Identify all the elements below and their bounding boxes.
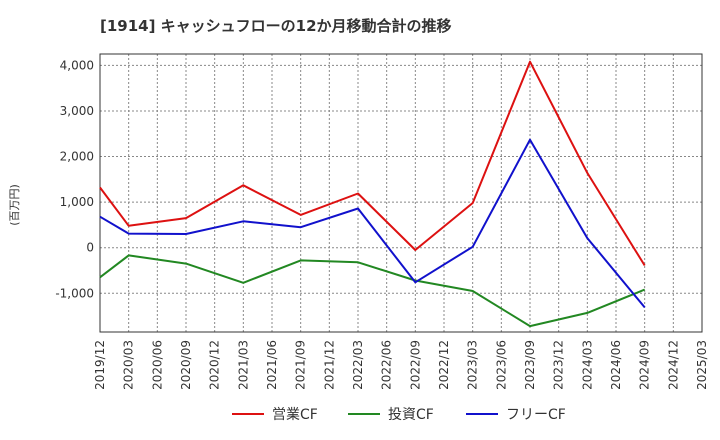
x-tick-label: 2024/03 <box>580 340 594 390</box>
x-tick-label: 2020/12 <box>208 340 222 390</box>
x-tick-label: 2020/09 <box>179 340 193 390</box>
y-axis-label: (百万円) <box>8 184 21 226</box>
x-tick-label: 2024/09 <box>638 340 652 390</box>
series-line <box>99 254 646 328</box>
x-tick-label: 2021/09 <box>294 340 308 390</box>
x-tick-label: 2021/06 <box>265 340 279 390</box>
x-tick-label: 2025/03 <box>695 340 709 390</box>
x-tick-label: 2022/09 <box>408 340 422 390</box>
x-tick-label: 2023/12 <box>552 340 566 390</box>
grid <box>99 54 703 332</box>
x-tick-label: 2023/03 <box>466 340 480 390</box>
x-tick-label: 2024/12 <box>666 340 680 390</box>
series-line <box>99 60 646 267</box>
x-tick-label: 2023/06 <box>494 340 508 390</box>
x-tick-label: 2022/06 <box>380 340 394 390</box>
y-tick-label: 1,000 <box>60 195 94 209</box>
legend: 営業CF 投資CF フリーCF <box>232 407 566 423</box>
legend-label: 投資CF <box>388 407 434 423</box>
plot-area <box>99 53 703 333</box>
x-tick-label: 2022/03 <box>351 340 365 390</box>
x-tick-label: 2024/06 <box>609 340 623 390</box>
x-axis: 2019/12 2020/03 2020/06 2020/09 2020/12 2021/… <box>93 340 709 390</box>
y-tick-label: -1,000 <box>55 286 94 300</box>
x-tick-label: 2023/09 <box>523 340 537 390</box>
chart-title: [1914] キャッシュフローの12か月移動合計の推移 <box>100 17 452 35</box>
legend-label: フリーCF <box>506 407 566 423</box>
y-tick-label: 3,000 <box>60 104 94 118</box>
series-lines <box>99 60 646 328</box>
y-axis: -1,000 0 1,000 2,000 3,000 4,000 <box>55 58 94 300</box>
y-tick-label: 4,000 <box>60 58 94 72</box>
series-line <box>99 138 646 309</box>
x-tick-label: 2020/03 <box>122 340 136 390</box>
legend-label: 営業CF <box>272 407 318 423</box>
x-tick-label: 2021/03 <box>236 340 250 390</box>
x-tick-label: 2019/12 <box>93 340 107 390</box>
x-tick-label: 2021/12 <box>322 340 336 390</box>
x-tick-label: 2020/06 <box>150 340 164 390</box>
y-tick-label: 2,000 <box>60 150 94 164</box>
x-tick-label: 2022/12 <box>437 340 451 390</box>
y-tick-label: 0 <box>86 241 94 255</box>
